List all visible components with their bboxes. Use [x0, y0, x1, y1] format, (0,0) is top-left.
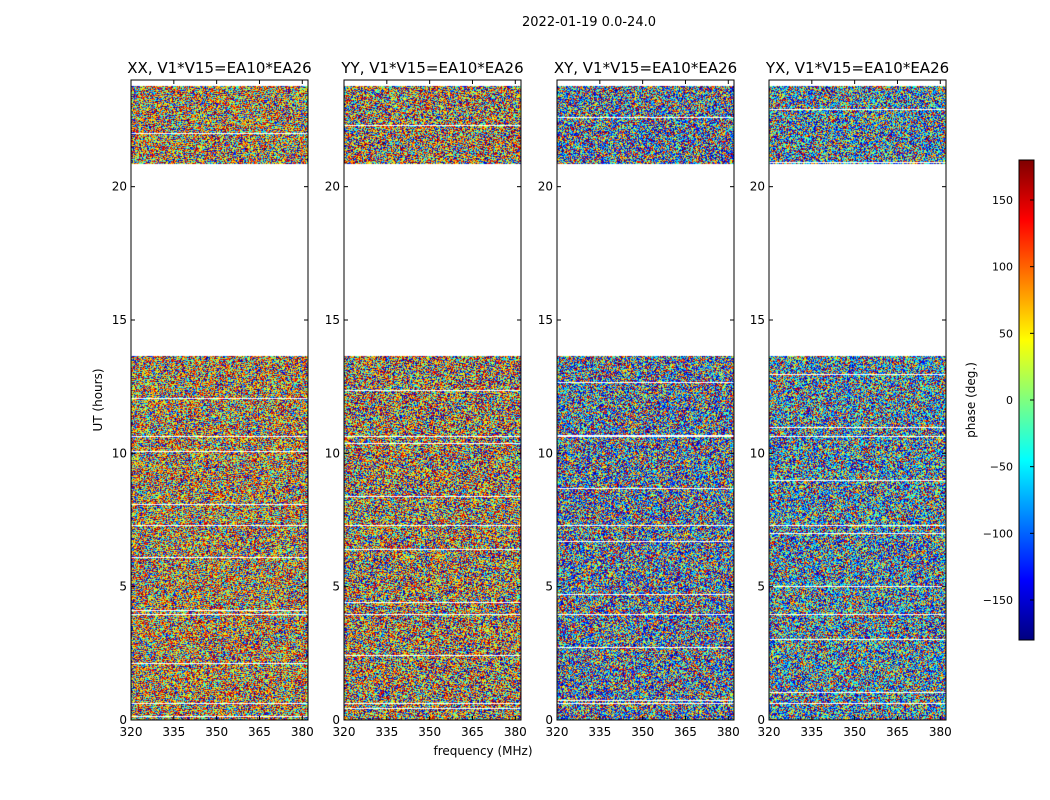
x-tick-label: 320 — [546, 725, 569, 739]
colorbar-tick-label: −50 — [990, 461, 1013, 474]
y-tick-label: 0 — [119, 713, 127, 727]
x-tick-label: 365 — [886, 725, 909, 739]
x-tick-label: 335 — [162, 725, 185, 739]
x-tick-label: 320 — [333, 725, 356, 739]
x-tick-label: 365 — [248, 725, 271, 739]
x-axis-label: frequency (MHz) — [433, 744, 532, 758]
x-tick-label: 350 — [418, 725, 441, 739]
x-tick-label: 335 — [800, 725, 823, 739]
x-tick-label: 365 — [461, 725, 484, 739]
colorbar-tick-label: 0 — [1006, 394, 1013, 407]
panel-title: YX, V1*V15=EA10*EA26 — [765, 59, 949, 77]
y-tick-label: 5 — [332, 580, 340, 594]
x-tick-label: 320 — [120, 725, 143, 739]
y-tick-label: 5 — [545, 580, 553, 594]
panel-title: YY, V1*V15=EA10*EA26 — [340, 59, 523, 77]
y-tick-label: 0 — [332, 713, 340, 727]
panel-yy: YY, V1*V15=EA10*EA26 320 335 350 365 380 0 5 10 1… — [325, 59, 527, 739]
x-tick-label: 350 — [843, 725, 866, 739]
x-tick-label: 335 — [375, 725, 398, 739]
y-tick-label: 15 — [538, 313, 553, 327]
y-tick-label: 20 — [750, 180, 765, 194]
panel-frame — [130, 79, 309, 721]
x-tick-label: 350 — [205, 725, 228, 739]
y-tick-label: 15 — [325, 313, 340, 327]
colorbar-tick-label: 150 — [992, 194, 1013, 207]
colorbar-tick-label: 100 — [992, 261, 1013, 274]
x-tick-label: 335 — [588, 725, 611, 739]
y-axis-label: UT (hours) — [91, 368, 105, 431]
panel-xy: XY, V1*V15=EA10*EA26 320 335 350 365 380 0 5 10 1… — [538, 59, 740, 739]
panel-xx: XX, V1*V15=EA10*EA26 320 335 350 365 380 0 5 10 1… — [112, 59, 314, 739]
colorbar-ticks: 150 100 50 0 −50 −100 −150 — [983, 194, 1034, 607]
x-tick-label: 380 — [291, 725, 314, 739]
x-tick-label: 380 — [504, 725, 527, 739]
x-tick-label: 350 — [631, 725, 654, 739]
x-tick-label: 380 — [929, 725, 952, 739]
x-tick-label: 380 — [717, 725, 740, 739]
colorbar-label: phase (deg.) — [964, 362, 978, 438]
y-tick-label: 15 — [112, 313, 127, 327]
panel-frame — [556, 79, 735, 721]
y-tick-label: 5 — [119, 580, 127, 594]
y-tick-label: 0 — [545, 713, 553, 727]
y-tick-label: 15 — [750, 313, 765, 327]
panel-frame — [768, 79, 947, 721]
colorbar-tick-label: −100 — [983, 527, 1013, 540]
phase-heatmap — [557, 80, 734, 720]
y-tick-label: 10 — [538, 446, 553, 460]
y-tick-label: 0 — [757, 713, 765, 727]
panel-yx: YX, V1*V15=EA10*EA26 320 335 350 365 380 0 5 10 1… — [750, 59, 952, 739]
y-tick-label: 5 — [757, 580, 765, 594]
colorbar-tick-label: −150 — [983, 594, 1013, 607]
y-tick-label: 10 — [112, 446, 127, 460]
x-tick-label: 320 — [758, 725, 781, 739]
phase-heatmap — [131, 80, 308, 720]
panel-title: XY, V1*V15=EA10*EA26 — [554, 59, 737, 77]
y-tick-label: 20 — [538, 180, 553, 194]
y-tick-label: 10 — [750, 446, 765, 460]
y-tick-label: 10 — [325, 446, 340, 460]
colorbar-tick-label: 50 — [999, 327, 1013, 340]
phase-heatmap — [769, 80, 946, 720]
colorbar: 150 100 50 0 −50 −100 −150 phase (deg.) — [964, 159, 1035, 641]
panels: XX, V1*V15=EA10*EA26 320 335 350 365 380 0 5 10 1… — [112, 59, 952, 739]
phase-heatmap — [344, 80, 521, 720]
x-tick-label: 365 — [674, 725, 697, 739]
panel-title: XX, V1*V15=EA10*EA26 — [127, 59, 311, 77]
y-tick-label: 20 — [325, 180, 340, 194]
y-tick-label: 20 — [112, 180, 127, 194]
figure-suptitle: 2022-01-19 0.0-24.0 — [522, 15, 656, 30]
panel-frame — [343, 79, 522, 721]
